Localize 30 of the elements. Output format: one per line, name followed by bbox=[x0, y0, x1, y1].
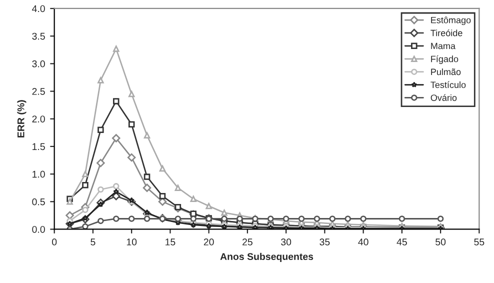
x-tick-label: 50 bbox=[436, 238, 446, 246]
x-tick-label: 10 bbox=[126, 238, 137, 246]
x-tick-label: 30 bbox=[281, 238, 292, 246]
y-tick-label: 3.5 bbox=[32, 32, 45, 40]
legend-label: Pulmão bbox=[431, 68, 461, 76]
x-tick-label: 45 bbox=[396, 238, 407, 246]
y-tick-label: 1.0 bbox=[32, 170, 45, 178]
legend-label: Ovário bbox=[430, 94, 457, 101]
y-axis-title: ERR (%) bbox=[17, 100, 26, 138]
legend-label: Fígado bbox=[431, 55, 458, 64]
y-tick-label: 0.5 bbox=[32, 198, 45, 206]
y-tick-label: 1.5 bbox=[32, 143, 45, 150]
x-tick-label: 55 bbox=[474, 238, 484, 246]
y-tick-label: 3.0 bbox=[32, 60, 45, 68]
x-tick-label: 5 bbox=[90, 238, 96, 246]
y-tick-label: 2.0 bbox=[32, 116, 45, 122]
x-axis-title: Anos Subsequentes bbox=[220, 252, 314, 262]
legend-label: Tireóide bbox=[430, 29, 462, 36]
x-tick-label: 40 bbox=[358, 238, 368, 246]
x-tick-label: 35 bbox=[320, 238, 330, 246]
x-tick-label: 20 bbox=[204, 238, 214, 246]
legend-label: Estômago bbox=[431, 16, 471, 26]
y-tick-label: 0.0 bbox=[32, 226, 45, 233]
x-tick-label: 25 bbox=[242, 238, 252, 246]
x-tick-label: 0 bbox=[52, 238, 57, 246]
legend-label: Testículo bbox=[430, 81, 466, 88]
legend-label: Mama bbox=[431, 42, 456, 50]
y-tick-label: 2.5 bbox=[32, 88, 45, 95]
x-tick-label: 15 bbox=[166, 238, 176, 246]
y-tick-label: 4.0 bbox=[32, 5, 45, 12]
